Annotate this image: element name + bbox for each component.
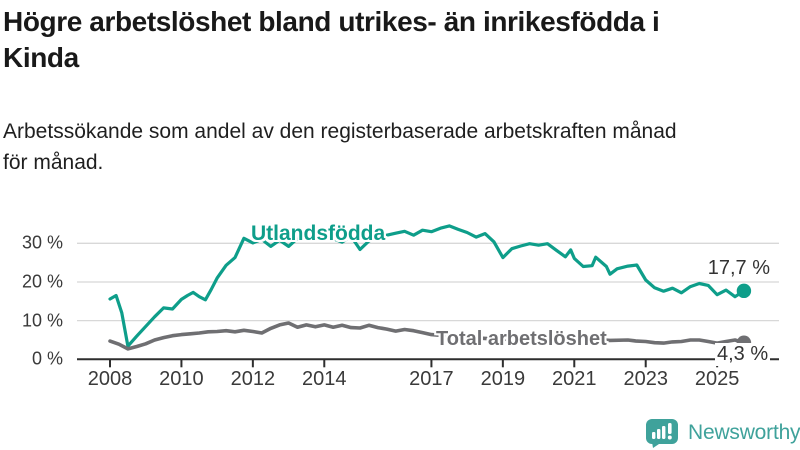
x-axis-label-2023: 2023	[623, 368, 668, 390]
end-value-label-total: 4,3 %	[715, 343, 771, 366]
x-axis-label-2017: 2017	[409, 368, 454, 390]
y-axis-label-20: 20 %	[21, 271, 63, 292]
y-axis-label-10: 10 %	[21, 310, 63, 331]
newsworthy-logo-text: Newsworthy	[688, 420, 800, 444]
x-axis-label-2019: 2019	[480, 368, 526, 390]
page-title-line-1: Högre arbetslöshet bland utrikes- än inr…	[3, 6, 660, 37]
page-title-line-2: Kinda	[3, 42, 79, 73]
y-axis-label-30: 30 %	[21, 232, 63, 253]
bar-chart-speech-bubble-icon	[646, 419, 678, 448]
series-label-utlandsfodda: Utlandsfödda	[251, 222, 386, 245]
chart-subtitle: Arbetssökande som andel av den registerb…	[3, 116, 795, 178]
end-dot-utlandsfodda	[736, 283, 752, 299]
newsworthy-logo[interactable]: Newsworthy	[645, 417, 800, 448]
y-axis-label-0: 0 %	[31, 348, 63, 369]
chart-subtitle-line-1: Arbetssökande som andel av den registerb…	[3, 120, 677, 143]
x-axis-label-2010: 2010	[159, 368, 204, 390]
page-title: Högre arbetslöshet bland utrikes- än inr…	[3, 4, 795, 76]
x-axis-label-2014: 2014	[302, 368, 347, 390]
x-axis-label-2021: 2021	[552, 368, 597, 390]
series-label-total-arbetsloshet: Total arbetslöshet	[436, 328, 607, 350]
x-axis-label-2025: 2025	[694, 368, 740, 390]
x-axis-label-2008: 2008	[87, 368, 133, 390]
series-line-utlandsfodda	[108, 224, 746, 348]
series-line-total	[108, 321, 746, 351]
x-axis-label-2012: 2012	[230, 368, 276, 390]
end-value-label-utlandsfodda: 17,7 %	[707, 257, 770, 279]
chart-subtitle-line-2: för månad.	[3, 151, 104, 174]
